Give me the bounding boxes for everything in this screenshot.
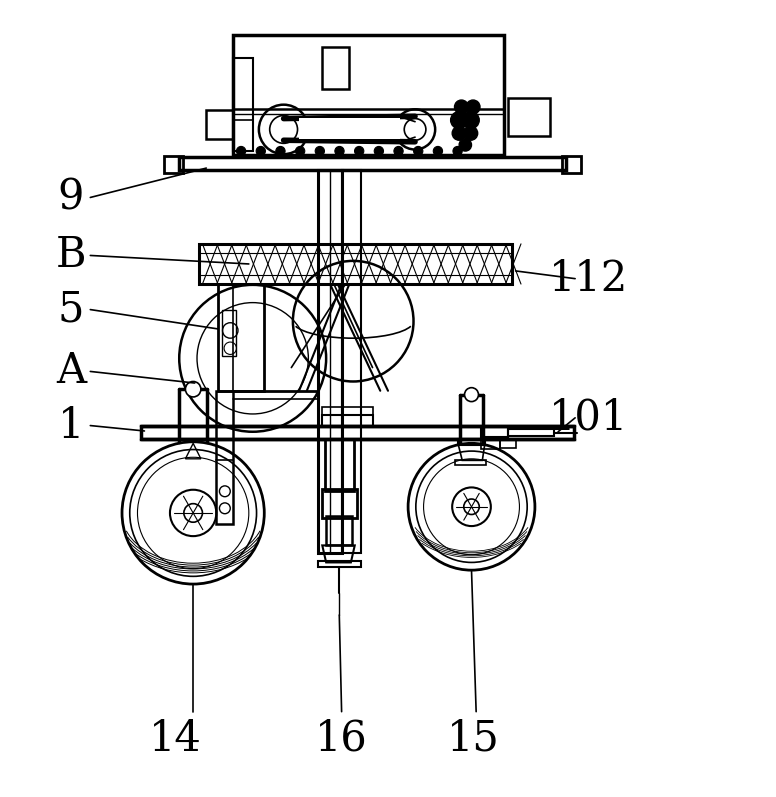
Text: 1: 1 — [57, 405, 84, 446]
Bar — [234, 35, 504, 155]
Circle shape — [451, 112, 468, 128]
Bar — [322, 407, 372, 414]
Circle shape — [275, 147, 285, 155]
Circle shape — [455, 100, 469, 114]
Bar — [218, 284, 265, 391]
Bar — [341, 171, 361, 553]
Bar — [206, 110, 234, 139]
Bar — [234, 58, 253, 151]
Bar — [508, 429, 554, 437]
Text: 112: 112 — [549, 257, 629, 300]
Text: 9: 9 — [57, 176, 84, 218]
Bar — [500, 438, 515, 448]
Circle shape — [296, 147, 305, 155]
Bar — [508, 99, 550, 135]
Text: A: A — [56, 351, 86, 392]
Circle shape — [256, 147, 265, 155]
Text: 14: 14 — [149, 718, 202, 760]
Circle shape — [452, 127, 466, 140]
Bar — [179, 157, 566, 171]
Bar — [199, 244, 511, 284]
Bar — [481, 438, 500, 449]
Bar — [164, 155, 183, 173]
Text: B: B — [56, 234, 86, 277]
Text: 16: 16 — [315, 718, 368, 760]
Bar — [562, 155, 581, 173]
Circle shape — [464, 127, 478, 140]
Bar — [318, 171, 341, 553]
Bar — [222, 309, 236, 356]
Circle shape — [185, 382, 201, 397]
Circle shape — [335, 147, 344, 155]
Bar — [318, 561, 361, 567]
Circle shape — [237, 147, 246, 155]
Circle shape — [466, 100, 480, 114]
Circle shape — [433, 147, 442, 155]
Text: 5: 5 — [57, 289, 85, 331]
Bar — [458, 439, 485, 445]
Circle shape — [453, 147, 462, 155]
Bar — [321, 489, 357, 518]
Bar — [324, 438, 354, 491]
Circle shape — [414, 147, 423, 155]
Bar — [299, 118, 400, 139]
Circle shape — [374, 147, 383, 155]
Bar — [326, 516, 352, 545]
Bar — [140, 426, 573, 439]
Bar — [481, 427, 508, 438]
Circle shape — [355, 147, 364, 155]
Circle shape — [459, 139, 472, 151]
Circle shape — [465, 387, 479, 402]
Bar — [322, 414, 372, 426]
Bar — [456, 460, 487, 465]
Circle shape — [462, 112, 480, 128]
Text: 15: 15 — [447, 718, 500, 760]
Circle shape — [315, 147, 324, 155]
Bar — [217, 391, 234, 524]
Circle shape — [394, 147, 404, 155]
Text: 101: 101 — [549, 397, 629, 439]
Bar — [322, 47, 349, 89]
